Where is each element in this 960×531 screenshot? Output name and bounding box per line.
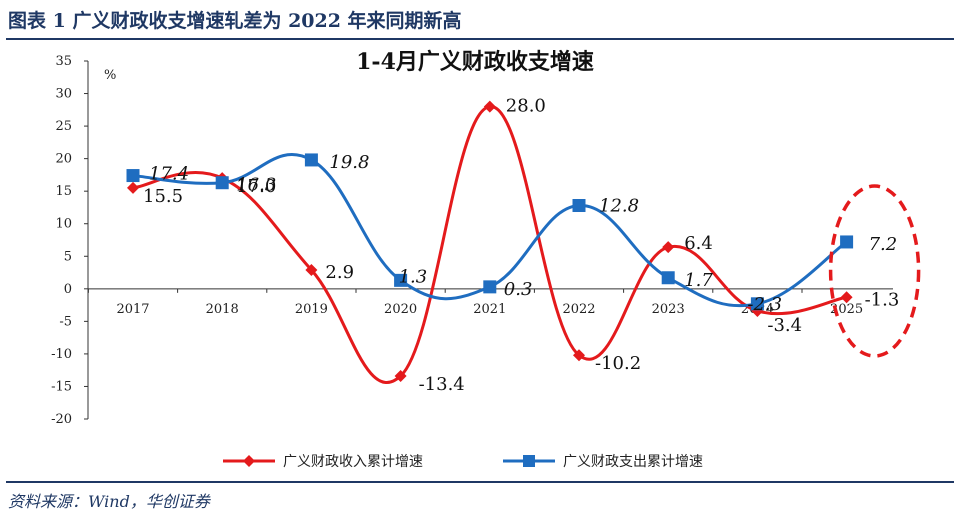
data-label-spend-2025: 7.2	[869, 234, 898, 255]
source-note: 资料来源：Wind，华创证券	[8, 492, 210, 511]
x-tick-label: 2018	[206, 302, 239, 317]
x-tick-label: 2025	[830, 302, 863, 317]
x-tick-label: 2019	[295, 302, 328, 317]
line-chart: 1-4月广义财政收支增速 % 35 30 25 20 15 10 5 0 -5 -10 -15 -20…	[51, 49, 921, 470]
legend-marker-spend	[523, 455, 535, 467]
footer-rule	[6, 481, 954, 483]
marker-income-2019	[305, 263, 318, 276]
data-label-spend-2019: 19.8	[329, 152, 369, 173]
legend-marker-income	[243, 455, 255, 467]
marker-spend-2025	[840, 235, 854, 249]
marker-spend-2018	[215, 176, 229, 190]
y-tick-label: 10	[55, 217, 72, 232]
data-label-spend-2022: 12.8	[599, 196, 639, 217]
y-tick-label: -20	[51, 412, 72, 427]
legend-label-spend: 广义财政支出累计增速	[563, 454, 703, 470]
dashed-ellipse-highlight	[828, 184, 921, 358]
marker-spend-2023	[661, 271, 675, 285]
y-tick-label: -10	[51, 347, 72, 362]
x-tick-label: 2020	[384, 302, 417, 317]
marker-income-2020	[394, 370, 407, 383]
marker-income-2017	[127, 181, 139, 194]
data-label-income-2023: 6.4	[684, 233, 713, 254]
figure-title: 图表 1 广义财政收支增速轧差为 2022 年来同期新高	[8, 10, 462, 32]
series-line-income	[132, 105, 847, 385]
data-label-spend-2024: -2.3	[747, 294, 782, 315]
y-tick-label: -15	[51, 379, 72, 394]
figure-header: 图表 1 广义财政收支增速轧差为 2022 年来同期新高	[0, 0, 960, 40]
legend: 广义财政收入累计增速 广义财政支出累计增速	[223, 454, 703, 470]
data-label-income-2019: 2.9	[325, 262, 354, 283]
data-label-spend-2023: 1.7	[684, 270, 713, 291]
y-tick-label: -5	[59, 314, 72, 329]
x-tick-label: 2023	[652, 302, 685, 317]
y-unit-label: %	[104, 68, 116, 83]
series-markers	[126, 100, 854, 383]
marker-spend-2024	[750, 297, 764, 311]
x-tick-label: 2021	[473, 302, 506, 317]
legend-label-income: 广义财政收入累计增速	[283, 454, 423, 470]
y-tick-label: 35	[55, 54, 72, 69]
marker-income-2023	[662, 241, 675, 254]
data-label-spend-2018: 16.3	[236, 175, 276, 196]
data-label-income-2018: 17.0	[236, 176, 276, 197]
header-rule	[6, 38, 954, 40]
data-label-income-2017: 15.5	[143, 186, 183, 207]
y-tick-label: 0	[64, 282, 72, 297]
y-tick-label: 30	[55, 87, 72, 102]
annotation	[828, 184, 921, 358]
data-label-income-2021: 28.0	[506, 96, 546, 117]
marker-income-2022	[573, 349, 585, 362]
chart-title: 1-4月广义财政收支增速	[356, 49, 594, 75]
marker-spend-2022	[572, 199, 586, 213]
axes: 35 30 25 20 15 10 5 0 -5 -10 -15 -20 2017 2018 2019 202…	[51, 54, 893, 427]
data-label-spend-2020: 1.3	[399, 266, 428, 287]
y-tick-label: 20	[55, 152, 72, 167]
y-tick-label: 25	[55, 119, 72, 134]
marker-spend-2021	[483, 280, 497, 294]
data-label-income-2025: -1.3	[865, 289, 900, 310]
data-label-income-2022: -10.2	[595, 353, 641, 374]
marker-spend-2019	[304, 153, 318, 167]
marker-income-2021	[483, 100, 496, 113]
data-labels: 15.5 17.0 2.9 -13.4 28.0 -10.2 6.4 -3.4 -1.3 17.4…	[143, 96, 899, 395]
data-label-income-2020: -13.4	[419, 374, 465, 395]
data-label-income-2024: -3.4	[767, 315, 802, 336]
x-tick-label: 2022	[562, 302, 595, 317]
marker-spend-2020	[394, 273, 408, 287]
data-label-spend-2017: 17.4	[149, 164, 189, 185]
marker-spend-2017	[126, 169, 140, 183]
marker-income-2025	[840, 291, 853, 304]
data-label-spend-2021: 0.3	[504, 279, 533, 300]
series-lines	[132, 105, 848, 385]
y-tick-label: 15	[55, 184, 72, 199]
x-tick-label: 2017	[116, 302, 149, 317]
y-tick-label: 5	[64, 249, 72, 264]
